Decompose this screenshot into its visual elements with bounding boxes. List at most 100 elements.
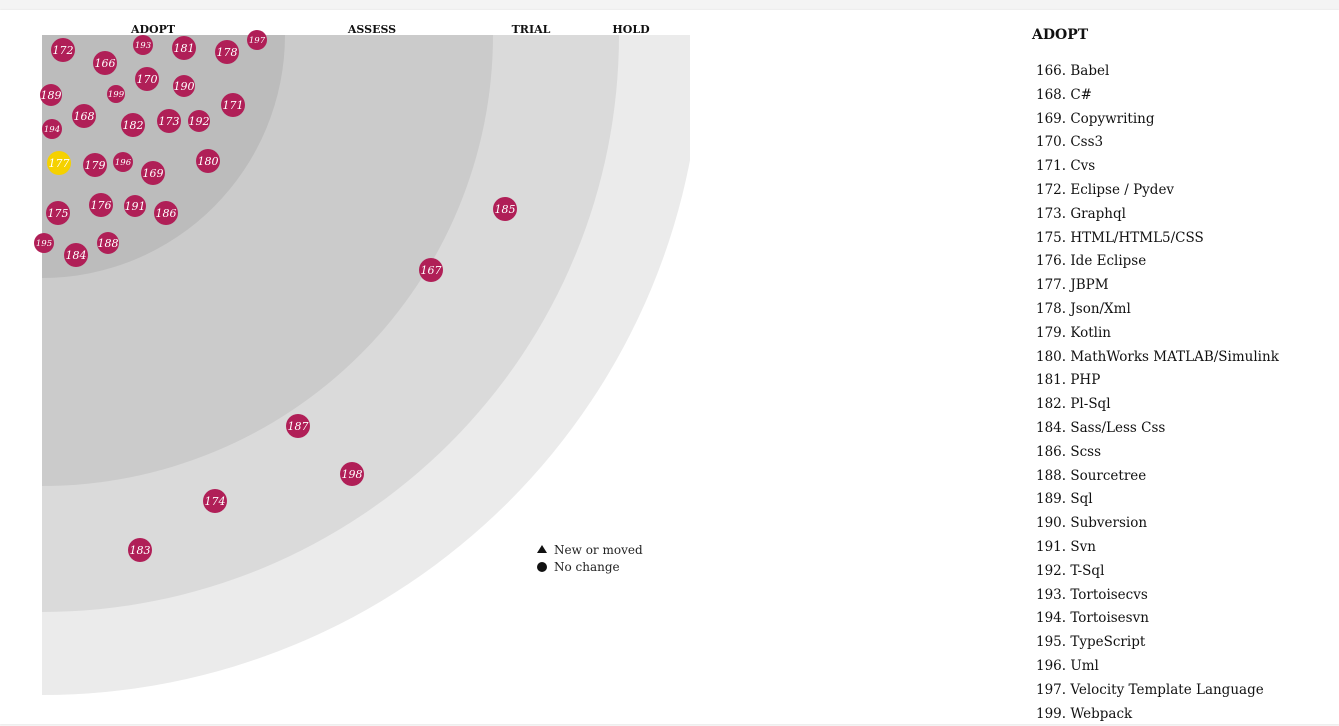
list-item[interactable]: 179. Kotlin xyxy=(1036,324,1111,341)
blip-number: 186 xyxy=(156,207,177,220)
blip-number: 194 xyxy=(44,125,60,135)
ring-label-assess: ASSESS xyxy=(347,23,396,36)
blip-number: 175 xyxy=(48,207,69,220)
blip-183[interactable]: 183 xyxy=(128,538,152,562)
list-item[interactable]: 168. C# xyxy=(1036,86,1092,103)
radar-card: ADOPT ASSESS TRIAL HOLD 172 193 181 178 197 166 1… xyxy=(0,10,1339,724)
list-item[interactable]: 196. Uml xyxy=(1036,657,1099,674)
circle-icon xyxy=(537,562,547,572)
blip-circle xyxy=(89,193,113,217)
blip-190[interactable]: 190 xyxy=(173,75,195,97)
list-item[interactable]: 188. Sourcetree xyxy=(1036,467,1147,484)
blip-194[interactable]: 194 xyxy=(42,119,62,139)
list-item[interactable]: 177. JBPM xyxy=(1036,277,1109,294)
blip-172[interactable]: 172 xyxy=(51,38,75,62)
blip-175[interactable]: 175 xyxy=(46,201,70,225)
blip-191[interactable]: 191 xyxy=(124,195,146,217)
list-item[interactable]: 171. Cvs xyxy=(1036,158,1096,175)
list-item[interactable]: 191. Svn xyxy=(1036,538,1096,555)
blip-181[interactable]: 181 xyxy=(172,36,196,60)
blip-number: 196 xyxy=(115,158,132,168)
blip-166[interactable]: 166 xyxy=(93,51,117,75)
blip-184[interactable]: 184 xyxy=(64,243,88,267)
blip-195[interactable]: 195 xyxy=(34,233,54,253)
blip-circle xyxy=(93,51,117,75)
list-item[interactable]: 193. Tortoisecvs xyxy=(1036,586,1148,603)
blip-182[interactable]: 182 xyxy=(121,113,145,137)
list-item[interactable]: 178. Json/Xml xyxy=(1036,300,1131,317)
list-item[interactable]: 175. HTML/HTML5/CSS xyxy=(1036,229,1204,246)
blip-178[interactable]: 178 xyxy=(215,40,239,64)
blip-number: 199 xyxy=(108,90,125,100)
list-item[interactable]: 197. Velocity Template Language xyxy=(1036,681,1264,698)
blip-circle xyxy=(113,152,133,172)
blip-circle xyxy=(124,195,146,217)
blip-circle xyxy=(135,67,159,91)
blip-number: 166 xyxy=(95,57,116,70)
list-item[interactable]: 170. Css3 xyxy=(1036,134,1104,151)
blip-186[interactable]: 186 xyxy=(154,201,178,225)
list-item[interactable]: 182. Pl-Sql xyxy=(1036,396,1111,413)
blip-circle xyxy=(154,201,178,225)
item-list: 166. Babel 168. C# 169. Copywriting 170. Cs… xyxy=(1032,60,1332,726)
blip-198[interactable]: 198 xyxy=(340,462,364,486)
blip-199[interactable]: 199 xyxy=(107,85,125,103)
blip-189[interactable]: 189 xyxy=(40,84,62,106)
blip-179[interactable]: 179 xyxy=(83,153,107,177)
blip-number: 174 xyxy=(205,495,226,508)
blip-180[interactable]: 180 xyxy=(196,149,220,173)
blip-187[interactable]: 187 xyxy=(286,414,310,438)
blip-number: 173 xyxy=(159,115,180,128)
blip-171[interactable]: 171 xyxy=(221,93,245,117)
list-item[interactable]: 169. Copywriting xyxy=(1036,110,1155,127)
list-item[interactable]: 172. Eclipse / Pydev xyxy=(1036,181,1175,198)
list-title: ADOPT xyxy=(1032,27,1089,43)
blip-168[interactable]: 168 xyxy=(72,104,96,128)
list-item[interactable]: 166. Babel xyxy=(1036,63,1110,79)
blip-174[interactable]: 174 xyxy=(203,489,227,513)
blip-number: 195 xyxy=(36,239,52,249)
blip-number: 180 xyxy=(198,155,219,168)
blip-circle xyxy=(133,35,153,55)
blip-193[interactable]: 193 xyxy=(133,35,153,55)
blip-number: 191 xyxy=(125,200,146,213)
blip-circle xyxy=(34,233,54,253)
list-item[interactable]: 186. Scss xyxy=(1036,443,1102,460)
list-item[interactable]: 199. Webpack xyxy=(1036,705,1133,722)
blip-number: 177 xyxy=(49,157,70,170)
blip-circle xyxy=(172,36,196,60)
list-item[interactable]: 180. MathWorks MATLAB/Simulink xyxy=(1036,348,1279,365)
list-item[interactable]: 189. Sql xyxy=(1036,491,1093,508)
list-item[interactable]: 195. TypeScript xyxy=(1036,634,1146,651)
blip-circle xyxy=(107,85,125,103)
blip-192[interactable]: 192 xyxy=(188,110,210,132)
blip-185[interactable]: 185 xyxy=(493,197,517,221)
blip-197[interactable]: 197 xyxy=(247,30,267,50)
list-item[interactable]: 173. Graphql xyxy=(1036,205,1126,222)
blip-170[interactable]: 170 xyxy=(135,67,159,91)
list-item[interactable]: 190. Subversion xyxy=(1036,515,1148,532)
list-item[interactable]: 194. Tortoisesvn xyxy=(1036,610,1149,627)
blip-167[interactable]: 167 xyxy=(419,258,443,282)
blip-number: 184 xyxy=(66,249,87,262)
list-item[interactable]: 176. Ide Eclipse xyxy=(1036,253,1147,270)
blip-circle xyxy=(286,414,310,438)
blip-number: 181 xyxy=(174,42,195,55)
blip-circle xyxy=(196,149,220,173)
blip-196[interactable]: 196 xyxy=(113,152,133,172)
blip-number: 182 xyxy=(123,119,144,132)
list-item[interactable]: 181. PHP xyxy=(1036,372,1101,389)
list-item[interactable]: 192. T-Sql xyxy=(1036,562,1105,579)
list-item[interactable]: 184. Sass/Less Css xyxy=(1036,419,1166,436)
blip-circle xyxy=(46,201,70,225)
blip-173[interactable]: 173 xyxy=(157,109,181,133)
ring-item-list: ADOPT 166. Babel 168. C# 169. Copywriting 1… xyxy=(1032,27,1332,726)
blip-number: 179 xyxy=(85,159,106,172)
blip-number: 193 xyxy=(135,41,151,51)
blip-169[interactable]: 169 xyxy=(141,161,165,185)
blip-177[interactable]: 177 xyxy=(47,151,71,175)
blip-188[interactable]: 188 xyxy=(97,232,119,254)
ring-label-hold: HOLD xyxy=(612,23,650,36)
blip-circle xyxy=(40,84,62,106)
blip-176[interactable]: 176 xyxy=(89,193,113,217)
